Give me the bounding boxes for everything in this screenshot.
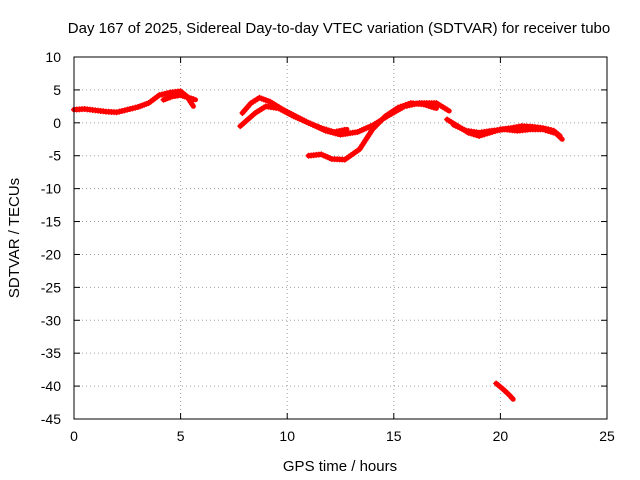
data-point bbox=[116, 108, 123, 115]
grid bbox=[74, 57, 607, 419]
y-tick-label: 10 bbox=[45, 49, 61, 65]
x-tick-label: 5 bbox=[177, 428, 185, 444]
y-tick-label: -35 bbox=[41, 345, 61, 361]
y-tick-label: -15 bbox=[41, 214, 61, 230]
data-point bbox=[444, 106, 451, 113]
series-arc-7 bbox=[450, 121, 565, 142]
series-arc-1 bbox=[71, 88, 196, 116]
x-tick-label: 20 bbox=[493, 428, 509, 444]
x-tick-label: 0 bbox=[70, 428, 78, 444]
y-tick-label: -10 bbox=[41, 181, 61, 197]
axis-ticks: 0 5 10 15 20 25 10 5 0 -5 -10 -15 -20 -25 -30 -35 -40 -45 bbox=[41, 49, 615, 444]
y-tick-label: -30 bbox=[41, 312, 61, 328]
chart-title: Day 167 of 2025, Sidereal Day-to-day VTE… bbox=[68, 20, 610, 37]
data-point bbox=[121, 107, 128, 114]
data-point bbox=[189, 101, 196, 108]
data-point bbox=[156, 92, 163, 99]
data-point bbox=[129, 105, 136, 112]
x-tick-label: 10 bbox=[279, 428, 295, 444]
y-tick-label: -45 bbox=[41, 411, 61, 427]
data-point bbox=[430, 104, 437, 111]
y-tick-label: 0 bbox=[53, 115, 61, 131]
data-point bbox=[132, 104, 139, 111]
y-tick-label: -40 bbox=[41, 378, 61, 394]
data-point bbox=[118, 107, 125, 114]
y-tick-label: -20 bbox=[41, 246, 61, 262]
x-tick-label: 25 bbox=[599, 428, 615, 444]
x-axis-label: GPS time / hours bbox=[283, 458, 397, 475]
data-point bbox=[190, 96, 197, 103]
y-axis-label: SDTVAR / TECUs bbox=[6, 178, 23, 298]
series-arc-8 bbox=[493, 380, 516, 402]
data-point bbox=[124, 106, 131, 113]
y-tick-label: -5 bbox=[49, 148, 62, 164]
plot-frame bbox=[73, 56, 608, 420]
series-trace bbox=[493, 380, 516, 402]
y-tick-label: -25 bbox=[41, 279, 61, 295]
y-tick-label: 5 bbox=[53, 82, 61, 98]
data-point bbox=[557, 134, 564, 141]
x-tick-label: 15 bbox=[386, 428, 402, 444]
data-point bbox=[158, 91, 165, 98]
data-series bbox=[71, 88, 565, 402]
data-point bbox=[113, 109, 120, 116]
series-arc-5 bbox=[305, 100, 439, 163]
data-point bbox=[161, 90, 168, 97]
data-point bbox=[126, 105, 133, 112]
data-point bbox=[508, 394, 515, 401]
series-arc-2 bbox=[160, 92, 199, 103]
